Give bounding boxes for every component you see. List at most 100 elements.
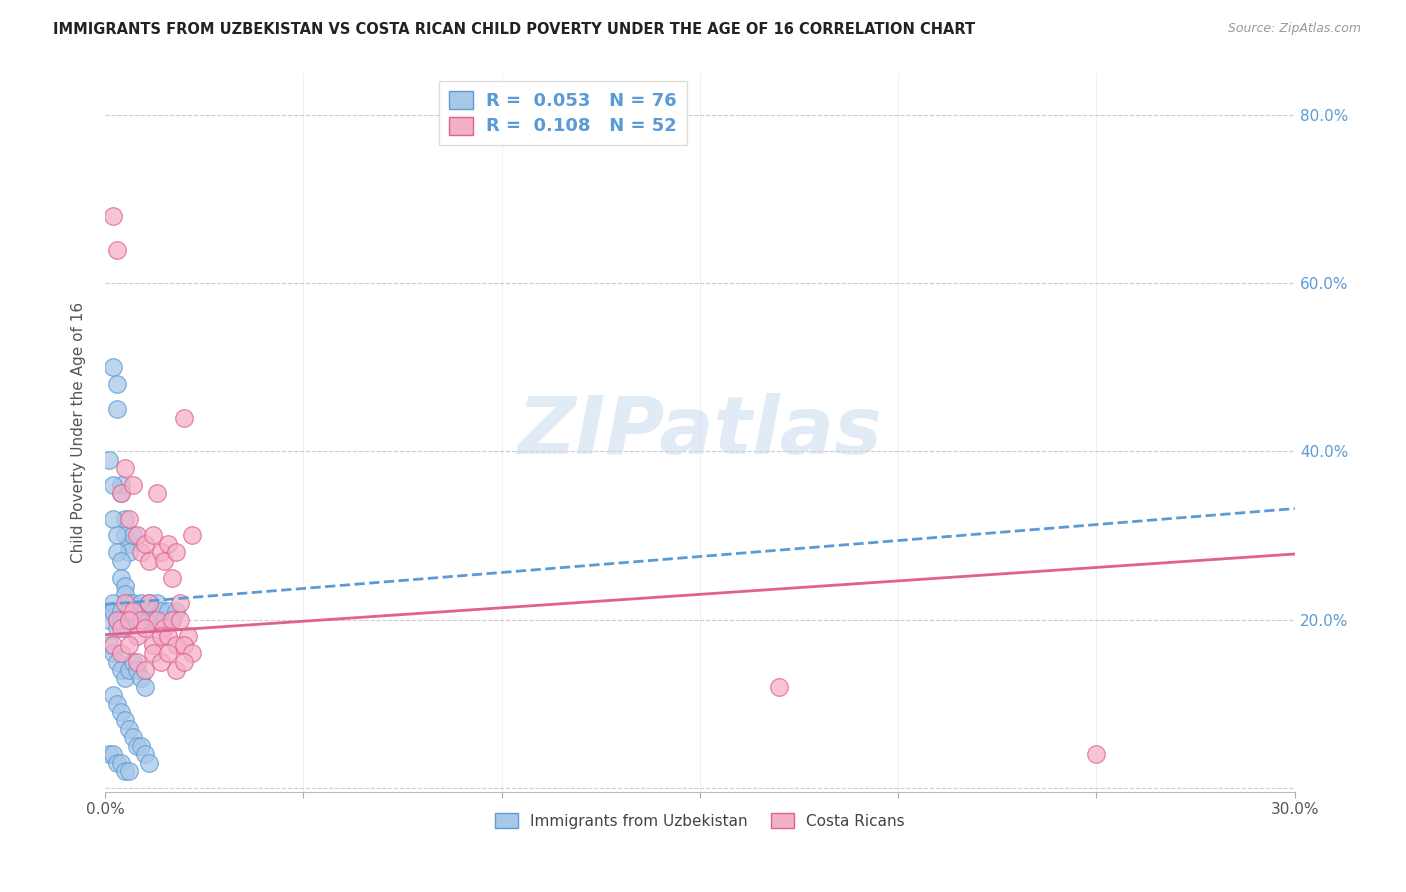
Point [142, 638, 165, 652]
Point [157, 629, 180, 643]
Point [134, 621, 156, 635]
Point [149, 655, 172, 669]
Point [110, 486, 132, 500]
Point [114, 511, 136, 525]
Point [121, 478, 143, 492]
Text: Source: ZipAtlas.com: Source: ZipAtlas.com [1227, 22, 1361, 36]
Point [114, 579, 136, 593]
Point [105, 613, 128, 627]
Point [101, 360, 124, 375]
Point [97, 452, 120, 467]
Point [114, 596, 136, 610]
Point [142, 646, 165, 660]
Point [118, 764, 141, 778]
Point [114, 672, 136, 686]
Point [121, 655, 143, 669]
Point [105, 243, 128, 257]
Point [110, 646, 132, 660]
Point [157, 604, 180, 618]
Point [153, 554, 176, 568]
Point [134, 747, 156, 761]
Point [114, 528, 136, 542]
Point [149, 629, 172, 643]
Point [114, 764, 136, 778]
Point [101, 604, 124, 618]
Point [101, 596, 124, 610]
Point [138, 596, 160, 610]
Point [121, 596, 143, 610]
Point [101, 638, 124, 652]
Point [125, 613, 148, 627]
Point [97, 638, 120, 652]
Point [142, 528, 165, 542]
Point [165, 638, 187, 652]
Point [110, 604, 132, 618]
Point [169, 596, 191, 610]
Point [105, 528, 128, 542]
Point [105, 697, 128, 711]
Point [105, 545, 128, 559]
Point [121, 613, 143, 627]
Point [118, 596, 141, 610]
Point [114, 587, 136, 601]
Point [1085, 747, 1108, 761]
Point [153, 613, 176, 627]
Point [181, 528, 204, 542]
Point [118, 613, 141, 627]
Point [145, 596, 167, 610]
Point [145, 486, 167, 500]
Point [129, 613, 152, 627]
Point [145, 613, 167, 627]
Point [169, 613, 191, 627]
Point [105, 756, 128, 770]
Point [162, 613, 184, 627]
Point [142, 613, 165, 627]
Point [110, 613, 132, 627]
Point [149, 545, 172, 559]
Point [129, 613, 152, 627]
Point [105, 402, 128, 417]
Point [110, 621, 132, 635]
Point [165, 545, 187, 559]
Point [118, 511, 141, 525]
Point [173, 638, 195, 652]
Point [118, 545, 141, 559]
Point [134, 537, 156, 551]
Point [157, 646, 180, 660]
Point [165, 663, 187, 677]
Point [125, 604, 148, 618]
Point [138, 596, 160, 610]
Point [105, 621, 128, 635]
Point [129, 672, 152, 686]
Point [114, 613, 136, 627]
Point [97, 613, 120, 627]
Point [114, 461, 136, 475]
Text: IMMIGRANTS FROM UZBEKISTAN VS COSTA RICAN CHILD POVERTY UNDER THE AGE OF 16 CORR: IMMIGRANTS FROM UZBEKISTAN VS COSTA RICA… [53, 22, 976, 37]
Legend: Immigrants from Uzbekistan, Costa Ricans: Immigrants from Uzbekistan, Costa Ricans [489, 806, 911, 835]
Point [181, 646, 204, 660]
Point [118, 638, 141, 652]
Point [101, 747, 124, 761]
Point [110, 705, 132, 719]
Point [101, 646, 124, 660]
Point [162, 613, 184, 627]
Point [110, 478, 132, 492]
Point [134, 613, 156, 627]
Point [125, 663, 148, 677]
Point [129, 739, 152, 753]
Point [134, 604, 156, 618]
Point [125, 629, 148, 643]
Point [129, 596, 152, 610]
Point [177, 629, 200, 643]
Point [173, 655, 195, 669]
Point [134, 663, 156, 677]
Point [118, 663, 141, 677]
Point [134, 680, 156, 694]
Point [97, 747, 120, 761]
Text: ZIPatlas: ZIPatlas [517, 393, 883, 472]
Point [105, 613, 128, 627]
Point [110, 554, 132, 568]
Point [138, 756, 160, 770]
Point [129, 545, 152, 559]
Point [173, 410, 195, 425]
